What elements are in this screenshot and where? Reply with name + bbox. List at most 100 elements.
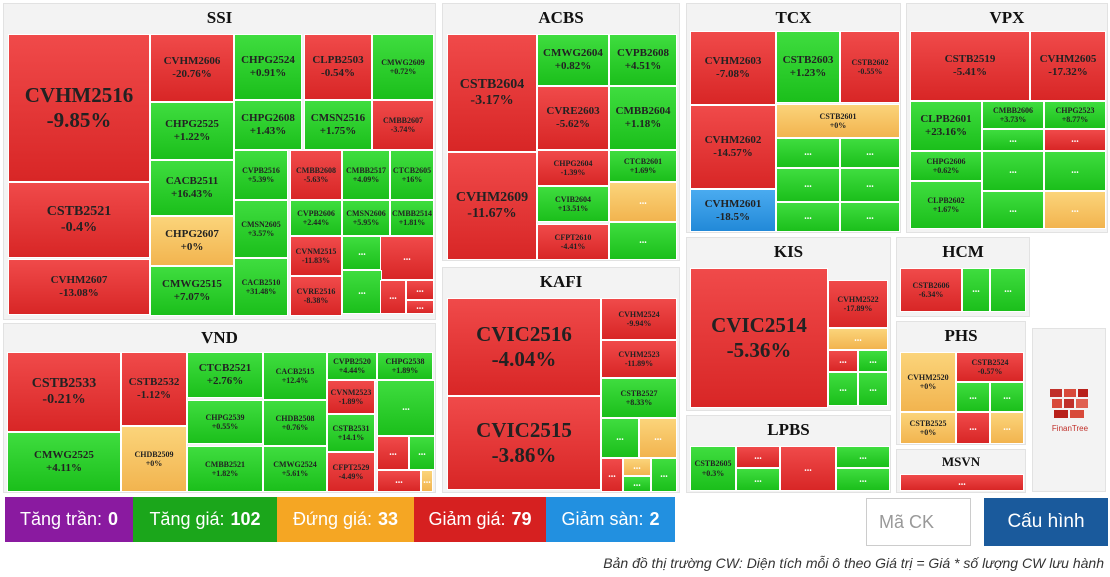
treemap-tile[interactable]: CMWG2524 +5.61% [263,446,327,492]
treemap-tile[interactable]: CHDB2508 +0.76% [263,400,327,446]
treemap-tile[interactable]: CHPG2525 +1.22% [150,102,234,160]
treemap-tile-small[interactable]: ... [776,168,840,202]
treemap-tile-small[interactable]: ... [900,474,1024,491]
treemap-tile-small[interactable]: ... [956,412,990,444]
treemap-tile[interactable]: CMWG2604 +0.82% [537,34,609,86]
treemap-tile-small[interactable]: ... [601,418,639,458]
treemap-tile[interactable]: CSTB2533 -0.21% [7,352,121,432]
treemap-tile[interactable]: CSTB2527 +8.33% [601,378,677,418]
treemap-tile[interactable]: CSTB2524 -0.57% [956,352,1024,382]
treemap-tile-small[interactable]: ... [651,458,677,492]
treemap-tile-small[interactable]: ... [406,280,434,300]
treemap-tile[interactable]: CHPG2604 -1.39% [537,150,609,186]
treemap-tile-small[interactable]: ... [776,138,840,168]
treemap-tile-small[interactable]: ... [421,470,433,492]
treemap-tile[interactable]: CMSN2606 +5.95% [342,200,390,236]
treemap-tile[interactable]: CSTB2601 +0% [776,104,900,138]
treemap-tile[interactable]: CVHM2522 -17.89% [828,280,888,328]
treemap-tile[interactable]: CVIB2604 +13.51% [537,186,609,222]
treemap-tile-small[interactable]: ... [1044,151,1106,191]
treemap-tile[interactable]: CMBB2607 -3.74% [372,100,434,150]
treemap-tile[interactable]: CMBB2521 +1.82% [187,446,263,492]
treemap-tile[interactable]: CMSN2516 +1.75% [304,100,372,150]
stat-1[interactable]: Tăng giá: 102 [133,497,277,542]
treemap-tile[interactable]: CVPB2516 +5.39% [234,150,288,200]
treemap-tile-small[interactable]: ... [962,268,990,312]
treemap-tile[interactable]: CSTB2525 +0% [900,412,956,444]
treemap-tile-small[interactable]: ... [377,436,409,470]
treemap-tile[interactable]: CHPG2538 +1.89% [377,352,433,380]
treemap-tile[interactable]: CHPG2606 +0.62% [910,151,982,181]
treemap-tile[interactable]: CVIC2514 -5.36% [690,268,828,408]
treemap-tile[interactable]: CVHM2602 -14.57% [690,105,776,189]
treemap-tile[interactable]: CSTB2519 -5.41% [910,31,1030,101]
treemap-tile-small[interactable]: ... [990,412,1024,444]
stat-3[interactable]: Giảm giá: 79 [414,497,546,542]
treemap-tile[interactable]: CLPB2503 -0.54% [304,34,372,100]
treemap-tile[interactable]: CMWG2515 +7.07% [150,266,234,316]
treemap-tile[interactable]: CLPB2602 +1.67% [910,181,982,229]
treemap-tile-small[interactable]: ... [406,300,434,314]
treemap-tile[interactable]: CTCB2521 +2.76% [187,352,263,398]
treemap-tile-small[interactable]: ... [776,202,840,232]
treemap-tile-small[interactable]: ... [990,268,1026,312]
treemap-tile-small[interactable]: ... [409,436,435,470]
treemap-tile[interactable]: CVRE2516 -8.38% [290,276,342,316]
treemap-tile-small[interactable]: ... [840,138,900,168]
stock-code-search-input[interactable] [866,498,971,546]
treemap-tile[interactable]: CTCB2605 +16% [390,150,434,200]
treemap-tile[interactable]: CACB2510 +31.48% [234,258,288,316]
treemap-tile[interactable]: CVIC2515 -3.86% [447,396,601,490]
treemap-tile[interactable]: CFPT2610 -4.41% [537,224,609,260]
treemap-tile-small[interactable]: ... [828,372,858,406]
treemap-tile-small[interactable]: ... [380,236,434,280]
treemap-tile[interactable]: CMWG2525 +4.11% [7,432,121,492]
treemap-tile-small[interactable]: ... [780,446,836,491]
treemap-tile-small[interactable]: ... [375,380,377,382]
treemap-tile[interactable]: CMBB2604 +1.18% [609,86,677,150]
treemap-tile[interactable]: CVHM2516 -9.85% [8,34,150,182]
config-button[interactable]: Cấu hình [984,498,1108,546]
treemap-tile[interactable]: CVHM2603 -7.08% [690,31,776,105]
treemap-tile[interactable]: CVHM2606 -20.76% [150,34,234,102]
treemap-tile[interactable]: CSTB2605 +0.3% [690,446,736,491]
treemap-tile-small[interactable]: ... [623,458,651,476]
treemap-tile[interactable]: CFPT2529 -4.49% [327,452,375,492]
treemap-tile[interactable]: CVIC2516 -4.04% [447,298,601,396]
treemap-tile[interactable]: CMBB2608 -5.63% [290,150,342,200]
treemap-tile[interactable]: CVNM2523 -1.89% [327,380,375,414]
treemap-tile[interactable]: CVHM2520 +0% [900,352,956,412]
treemap-tile-small[interactable]: ... [982,191,1044,229]
treemap-tile[interactable]: CSTB2603 +1.23% [776,31,840,103]
treemap-tile[interactable]: CVPB2520 +4.44% [327,352,377,380]
treemap-tile[interactable]: CVPB2608 +4.51% [609,34,677,86]
treemap-tile[interactable]: CHPG2524 +0.91% [234,34,302,100]
treemap-tile[interactable]: CSTB2531 +14.1% [327,414,375,452]
treemap-tile-small[interactable]: ... [982,151,1044,191]
treemap-tile-small[interactable]: ... [990,382,1024,412]
treemap-tile[interactable]: CVRE2603 -5.62% [537,86,609,150]
treemap-tile[interactable]: CHPG2607 +0% [150,216,234,266]
treemap-tile[interactable]: CHDB2509 +0% [121,426,187,492]
treemap-tile[interactable]: CMBB2606 +3.73% [982,101,1044,129]
treemap-tile-small[interactable]: ... [609,182,677,222]
treemap-tile[interactable]: CACB2511 +16.43% [150,160,234,216]
treemap-tile[interactable]: CVHM2609 -11.67% [447,152,537,260]
treemap-tile[interactable]: CMBB2514 +1.81% [390,200,434,236]
treemap-tile-small[interactable]: ... [982,129,1044,151]
treemap-tile-small[interactable]: ... [828,328,888,350]
stat-2[interactable]: Đứng giá: 33 [277,497,414,542]
treemap-tile[interactable]: CVHM2524 -9.94% [601,298,677,340]
treemap-tile[interactable]: CSTB2604 -3.17% [447,34,537,152]
treemap-tile[interactable]: CVHM2605 -17.32% [1030,31,1106,101]
treemap-tile-small[interactable]: ... [858,372,888,406]
treemap-tile[interactable]: CVHM2523 -11.89% [601,340,677,378]
treemap-tile-small[interactable]: ... [1044,129,1106,151]
treemap-tile-small[interactable]: ... [342,236,382,270]
treemap-tile-small[interactable]: ... [623,476,651,492]
treemap-tile[interactable]: CVHM2607 -13.08% [8,259,150,315]
treemap-tile-small[interactable]: ... [828,350,858,372]
treemap-tile-small[interactable]: ... [601,458,623,492]
treemap-tile-small[interactable]: ... [840,168,900,202]
treemap-tile[interactable]: CTCB2601 +1.69% [609,150,677,182]
